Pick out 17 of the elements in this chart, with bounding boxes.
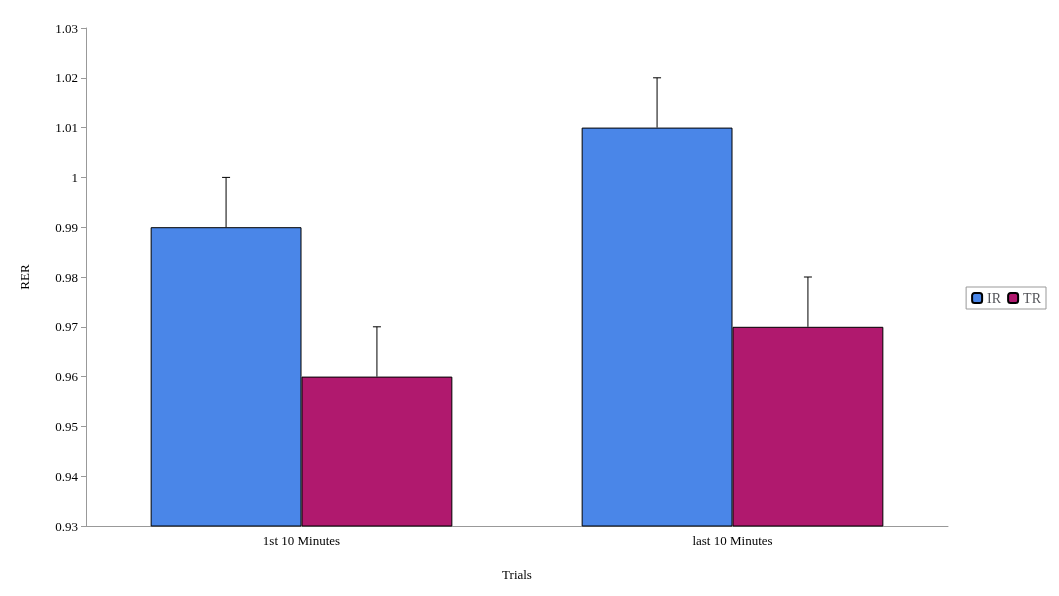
y-tick-label: 0.99 <box>55 219 78 235</box>
y-tick-label: 1.03 <box>55 20 78 36</box>
legend-label: TR <box>1023 290 1042 306</box>
x-tick-label: 1st 10 Minutes <box>262 533 341 548</box>
y-tick-label: 0.98 <box>55 269 78 285</box>
x-tick-label: last 10 Minutes <box>692 533 773 548</box>
y-tick-label: 0.93 <box>55 518 78 534</box>
y-tick-label: 1.01 <box>55 120 78 136</box>
legend-label: IR <box>987 290 1002 306</box>
y-tick-label: 0.96 <box>55 369 79 385</box>
y-tick-label: 0.95 <box>55 418 78 434</box>
y-tick-label: 0.97 <box>55 319 79 335</box>
y-tick-label: 1 <box>71 169 78 185</box>
y-tick-label: 1.02 <box>55 70 78 86</box>
y-tick-label: 0.94 <box>55 468 79 484</box>
y-axis-title: RER <box>17 264 32 290</box>
x-axis-title: Trials <box>502 567 532 582</box>
